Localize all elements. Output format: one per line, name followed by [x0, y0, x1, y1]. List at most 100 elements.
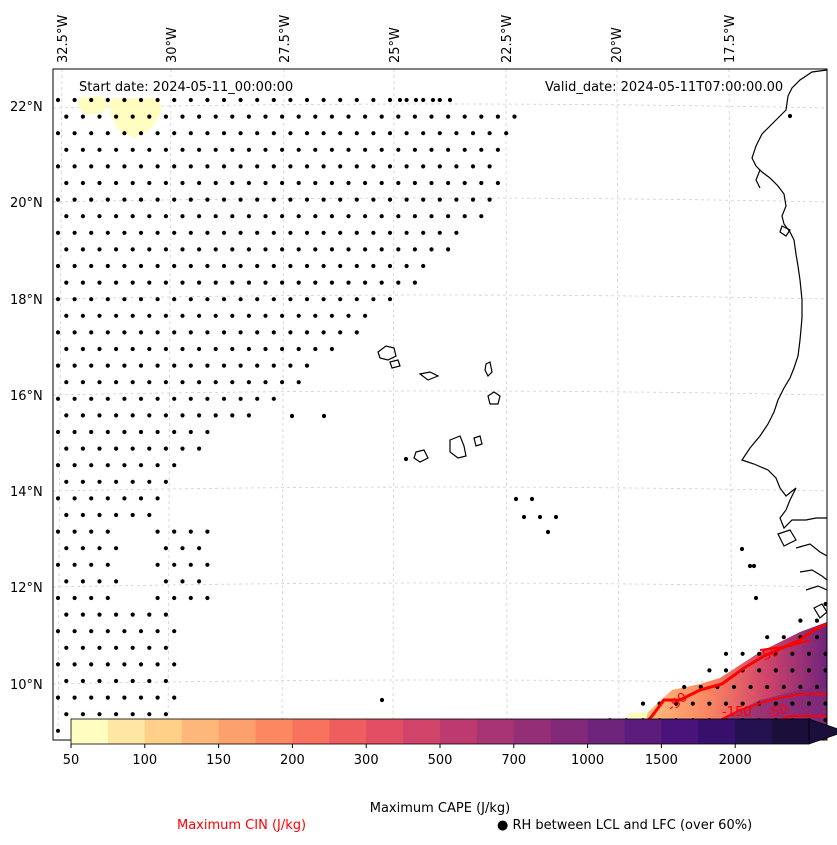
rh-dot	[255, 197, 260, 202]
rh-dot	[89, 297, 94, 302]
rh-dot	[172, 595, 177, 601]
rh-dot	[89, 562, 94, 567]
rh-dot	[97, 413, 102, 418]
rh-dot	[205, 197, 210, 202]
rh-dot	[412, 180, 417, 186]
colorbar-tick-label: 100	[132, 753, 157, 768]
colorbar-segment	[513, 719, 552, 744]
rh-dot	[814, 635, 820, 640]
rh-dot	[230, 114, 235, 119]
cin-contour-label: -50	[765, 702, 789, 722]
rh-dot	[205, 595, 210, 601]
rh-dot	[122, 164, 127, 169]
rh-dot	[122, 662, 127, 667]
rh-dot	[263, 114, 268, 119]
rh-dot	[172, 695, 177, 700]
rh-dot	[80, 512, 85, 518]
rh-dot	[246, 214, 251, 219]
rh-dot	[470, 197, 476, 202]
rh-dot	[238, 164, 243, 169]
rh-dot	[72, 595, 77, 601]
lon-label: 25°W	[388, 27, 403, 63]
colorbar-tick-label: 150	[206, 753, 231, 768]
rh-dot	[454, 164, 459, 169]
rh-dot	[238, 396, 243, 401]
rh-dot	[313, 180, 318, 186]
colorbar-title: Maximum CAPE (J/kg)	[369, 801, 511, 816]
valid-date-label: Valid_date: 2024-05-11T07:00:00.00	[545, 80, 783, 95]
lat-label: 20°N	[10, 196, 43, 211]
rh-dot	[757, 668, 762, 673]
rh-dot	[313, 280, 318, 285]
rh-dot	[180, 180, 185, 186]
rh-dot	[246, 380, 251, 385]
rh-dot	[80, 313, 85, 318]
rh-dot	[404, 197, 409, 202]
rh-dot	[832, 685, 836, 689]
rh-dot	[130, 413, 135, 418]
rh-dot	[89, 363, 94, 368]
rh-dot	[72, 496, 77, 501]
rh-dot	[147, 413, 152, 418]
rh-dot	[255, 396, 260, 401]
rh-dot	[188, 363, 193, 368]
rh-dot	[329, 280, 334, 285]
colorbar-segment	[403, 719, 441, 744]
coast-detail	[805, 585, 827, 591]
rh-dot	[114, 579, 119, 584]
rh-dot	[64, 678, 69, 684]
rh-dot	[321, 197, 326, 202]
rh-dot	[338, 263, 343, 269]
rh-dot	[105, 463, 110, 468]
rh-dot	[354, 230, 359, 235]
rh-dot	[280, 214, 285, 219]
rh-dot	[238, 230, 243, 235]
rh-dot	[304, 330, 310, 335]
rh-dot	[271, 230, 276, 235]
rh-dot	[346, 114, 351, 119]
rh-dots	[55, 97, 836, 739]
rh-dot	[271, 197, 276, 202]
rh-dot	[446, 247, 451, 252]
rh-dot	[97, 612, 102, 617]
lat-label: 14°N	[10, 485, 43, 500]
rh-dot	[354, 164, 359, 169]
rh-dot	[155, 595, 160, 601]
rh-dot	[80, 413, 85, 418]
rh-dot	[338, 330, 343, 335]
rh-dot	[55, 330, 61, 335]
coast-detail	[755, 169, 761, 189]
rh-dot	[188, 164, 193, 169]
rh-dot	[172, 131, 177, 136]
rh-dot	[72, 396, 77, 401]
lat-label: 22°N	[10, 100, 43, 115]
rh-dot	[246, 180, 251, 186]
rh-dot	[114, 612, 119, 617]
colorbar-ticks: 50 100 150 200 300 500 700 1000 1500 2000	[63, 744, 752, 768]
rh-dot	[147, 214, 152, 219]
rh-dot	[263, 346, 268, 352]
rh-dot	[72, 429, 77, 435]
rh-dot	[338, 164, 343, 169]
rh-dot	[155, 197, 160, 202]
rh-dot	[89, 595, 94, 601]
colorbar-segment	[255, 719, 293, 744]
rh-dot	[122, 396, 127, 401]
rh-dot	[280, 147, 285, 152]
rh-dot	[138, 629, 144, 634]
rh-dot	[147, 612, 152, 617]
rh-dot	[521, 514, 527, 520]
rh-dot	[363, 313, 368, 318]
rh-dot	[832, 635, 836, 639]
rh-dot	[421, 164, 426, 169]
colorbar	[70, 718, 837, 745]
rh-dot	[296, 280, 301, 285]
rh-dot	[447, 97, 453, 103]
rh-dot	[412, 247, 417, 252]
rh-dot	[213, 180, 218, 186]
rh-dot	[172, 629, 177, 634]
rh-dot	[155, 230, 160, 235]
rh-dot	[163, 346, 168, 352]
rh-dot	[80, 678, 85, 684]
rh-dot	[155, 330, 160, 335]
